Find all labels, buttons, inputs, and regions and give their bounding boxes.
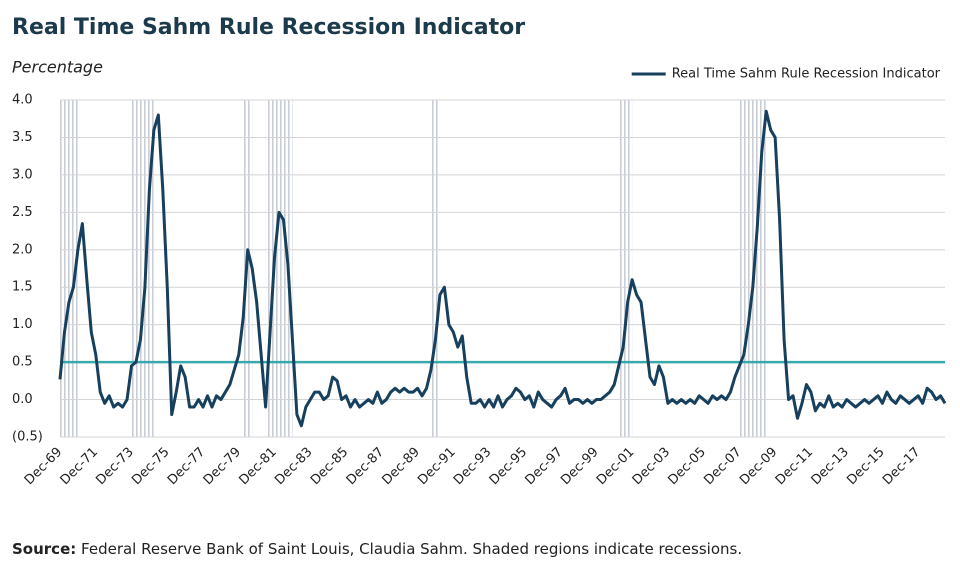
y-tick-label: 1.5 (12, 280, 33, 295)
x-tick-label: Dec-17 (880, 445, 923, 488)
y-tick-label: 0.5 (12, 355, 33, 370)
recession-band (131, 100, 154, 437)
x-tick-label: Dec-83 (272, 445, 315, 488)
x-tick-label: Dec-07 (701, 445, 744, 488)
y-tick-label: 2.5 (12, 205, 33, 220)
x-tick-label: Dec-05 (666, 445, 709, 488)
recession-band (618, 100, 633, 437)
x-tick-label: Dec-87 (344, 445, 387, 488)
x-tick-label: Dec-69 (22, 445, 65, 488)
y-axis-title: Percentage (12, 58, 103, 77)
x-tick-label: Dec-99 (558, 445, 601, 488)
x-tick-label: Dec-89 (379, 445, 422, 488)
y-tick-label: 3.5 (12, 130, 33, 145)
legend-label: Real Time Sahm Rule Recession Indicator (672, 67, 941, 82)
x-tick-label: Dec-79 (201, 445, 244, 488)
x-tick-label: Dec-81 (236, 445, 279, 488)
y-tick-label: 0.0 (12, 392, 33, 407)
x-tick-label: Dec-09 (737, 445, 780, 488)
source-label: Source: (12, 540, 76, 558)
y-tick-label: 4.0 (12, 93, 33, 108)
y-tick-label: 3.0 (12, 167, 33, 182)
plot-area: 4.03.53.02.52.01.51.00.50.0(0.5)Dec-69De… (12, 93, 947, 488)
x-tick-label: Dec-15 (844, 445, 887, 488)
x-tick-label: Dec-01 (594, 445, 637, 488)
chart-title: Real Time Sahm Rule Recession Indicator (12, 15, 525, 40)
x-tick-label: Dec-93 (451, 445, 494, 488)
source-text: Federal Reserve Bank of Saint Louis, Cla… (81, 540, 742, 558)
x-tick-label: Dec-75 (129, 445, 172, 488)
data-line (58, 109, 947, 428)
source-note: Source: Federal Reserve Bank of Saint Lo… (12, 540, 742, 558)
x-tick-label: Dec-95 (487, 445, 530, 488)
y-tick-label: 2.0 (12, 242, 33, 257)
x-tick-label: Dec-11 (773, 445, 816, 488)
x-tick-label: Dec-73 (93, 445, 136, 488)
x-tick-label: Dec-85 (308, 445, 351, 488)
x-tick-label: Dec-77 (165, 445, 208, 488)
x-tick-label: Dec-97 (522, 445, 565, 488)
recession-band (60, 100, 78, 437)
x-tick-label: Dec-71 (58, 445, 101, 488)
x-tick-label: Dec-91 (415, 445, 458, 488)
x-tick-label: Dec-13 (809, 445, 852, 488)
legend: Real Time Sahm Rule Recession Indicator (631, 67, 941, 82)
y-tick-label: (0.5) (12, 430, 43, 445)
recession-band (430, 100, 440, 437)
x-tick-label: Dec-03 (630, 445, 673, 488)
y-tick-label: 1.0 (12, 317, 33, 332)
